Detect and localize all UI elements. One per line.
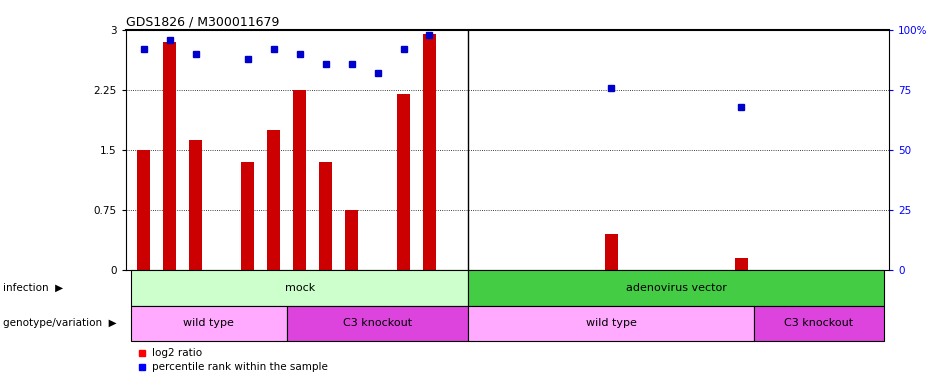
Text: C3 knockout: C3 knockout (343, 318, 412, 328)
Bar (293, 90, 306, 270)
Bar (138, 150, 150, 270)
Bar (131, 306, 287, 341)
Bar (397, 94, 410, 270)
Bar (287, 306, 468, 341)
Bar (754, 306, 884, 341)
Bar (468, 306, 754, 341)
Bar (189, 140, 202, 270)
Bar (345, 210, 358, 270)
Bar (423, 34, 436, 270)
Bar (319, 162, 332, 270)
Text: GDS1826 / M300011679: GDS1826 / M300011679 (126, 16, 279, 29)
Bar (131, 270, 468, 306)
Text: percentile rank within the sample: percentile rank within the sample (152, 362, 328, 372)
Bar (267, 130, 280, 270)
Text: log2 ratio: log2 ratio (152, 348, 202, 358)
Bar (241, 162, 254, 270)
Text: wild type: wild type (586, 318, 637, 328)
Text: C3 knockout: C3 knockout (785, 318, 854, 328)
Bar (735, 258, 748, 270)
Text: wild type: wild type (183, 318, 235, 328)
Bar (468, 270, 884, 306)
Bar (605, 234, 618, 270)
Text: adenovirus vector: adenovirus vector (626, 283, 726, 293)
Text: infection  ▶: infection ▶ (3, 283, 63, 293)
Text: mock: mock (285, 283, 315, 293)
Text: genotype/variation  ▶: genotype/variation ▶ (3, 318, 116, 328)
Bar (163, 42, 176, 270)
